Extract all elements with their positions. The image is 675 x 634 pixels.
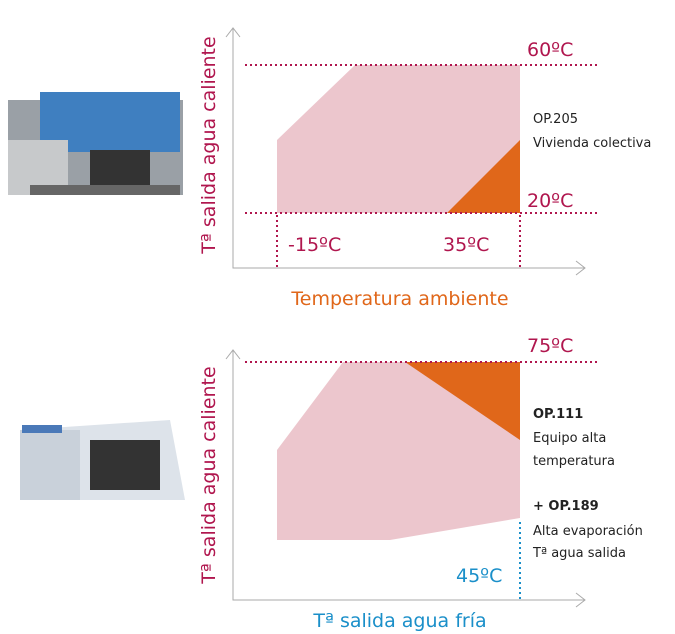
envelope — [277, 65, 520, 213]
axes — [225, 349, 586, 608]
y-axis-label: Tª salida agua caliente — [198, 366, 220, 584]
option-description: Alta evaporación — [533, 524, 643, 539]
option-description: temperatura — [533, 454, 615, 469]
x-axis-label: Tª salida agua fría — [312, 610, 486, 632]
y-axis-label: Tª salida agua caliente — [198, 36, 220, 254]
axes — [225, 27, 586, 276]
envelope — [277, 362, 520, 540]
chiller-photo — [20, 420, 185, 500]
option-description: Tª agua salida — [532, 546, 626, 561]
x-axis-label: Temperatura ambiente — [290, 288, 508, 310]
temperature-label: 75ºC — [527, 335, 573, 357]
option-description: Equipo alta — [533, 431, 606, 446]
option-area — [447, 140, 520, 213]
option-code: OP.111 — [533, 407, 583, 422]
option-code: + OP.189 — [533, 499, 599, 514]
chiller-photo — [8, 92, 183, 195]
temperature-label: 35ºC — [443, 234, 489, 256]
option-code: OP.205 — [533, 112, 578, 127]
option-area — [405, 362, 520, 440]
temperature-label: 45ºC — [456, 565, 502, 587]
option-description: Vivienda colectiva — [533, 136, 651, 151]
temperature-label: 60ºC — [527, 39, 573, 61]
temperature-label: 20ºC — [527, 190, 573, 212]
temperature-label: -15ºC — [288, 234, 341, 256]
